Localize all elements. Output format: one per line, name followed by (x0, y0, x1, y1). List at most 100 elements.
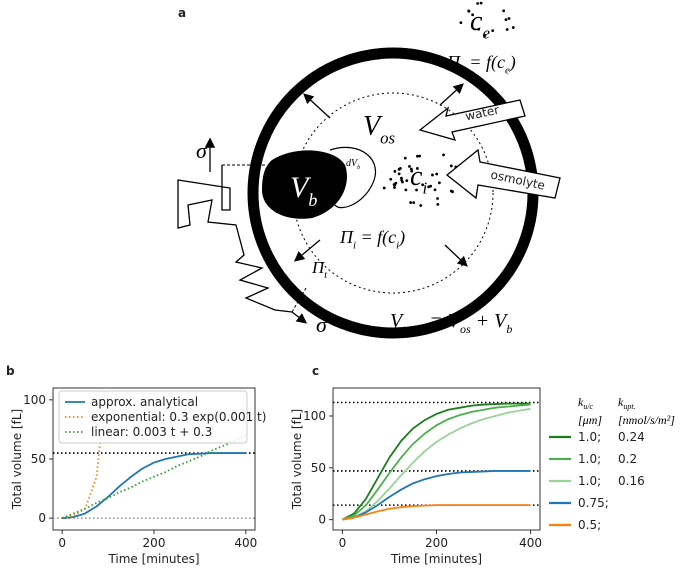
particle (403, 156, 407, 160)
arrow-label: water (464, 103, 500, 124)
label-part: Π (311, 258, 326, 277)
label-part: c (410, 161, 423, 192)
particle (419, 204, 423, 207)
series-line (342, 407, 531, 521)
particle (418, 154, 422, 158)
label-part: b (506, 322, 512, 336)
legend-label: 0.2 (618, 452, 637, 466)
x-tick-label: 0 (58, 536, 66, 550)
particle (382, 186, 386, 190)
series-line (62, 452, 246, 520)
math-label: σ⃗ (316, 312, 344, 337)
legend-label: 0.16 (618, 474, 645, 488)
particle (393, 169, 397, 173)
plot-frame (332, 387, 541, 531)
particle (409, 201, 413, 204)
particle (471, 13, 475, 17)
particle (415, 167, 419, 170)
plot-area (333, 401, 540, 521)
y-tick-label: 50 (311, 461, 326, 475)
particle (491, 29, 495, 32)
x-axis-label: Time [minutes] (390, 552, 482, 566)
particle (477, 27, 481, 31)
particle (467, 9, 471, 13)
particle (389, 177, 393, 181)
particle (400, 178, 404, 182)
legend-unit: [μm] (578, 413, 602, 427)
label-part: V (390, 310, 405, 332)
particle (409, 167, 413, 171)
legend-label: 0.24 (618, 430, 645, 444)
arrow (444, 244, 468, 267)
math-label: dVb (346, 158, 360, 171)
label-part: = V (424, 310, 462, 332)
particle (436, 197, 439, 200)
y-tick-label: 0 (318, 513, 326, 527)
legend-label: 1.0; (578, 430, 601, 444)
particle (415, 188, 418, 192)
legend-label: 1.0; (578, 452, 601, 466)
header-symbol: k (578, 395, 584, 409)
particle (412, 201, 416, 204)
legend-label: 0.5; (578, 518, 601, 532)
label-part: Π (446, 52, 461, 72)
series-line (342, 403, 531, 521)
math-label: Vos (363, 111, 396, 147)
x-tick-label: 200 (143, 536, 166, 550)
y-axis-label: Total volume [fL] (290, 409, 304, 510)
label-part: = f(c (465, 52, 505, 73)
particle (505, 28, 509, 31)
particle (442, 153, 445, 157)
particle (405, 179, 409, 183)
legend-label: approx. analytical (91, 395, 198, 409)
label-part: = f(c (356, 227, 396, 248)
math-label: Πt (311, 258, 328, 281)
particle (459, 21, 463, 25)
y-tick-label: 50 (31, 452, 46, 466)
particle (504, 18, 508, 22)
particle (408, 165, 411, 168)
math-label: Πe = f(ce) (446, 52, 516, 76)
label-part: dV (346, 158, 359, 169)
particle (454, 165, 458, 169)
particle (393, 186, 396, 189)
arrow (291, 311, 308, 324)
particle (404, 188, 408, 192)
label-part: + V (471, 310, 509, 332)
arrow (439, 83, 464, 106)
reference-circle (292, 92, 494, 294)
particle (410, 169, 414, 173)
label-part: i (396, 239, 399, 251)
math-label: σ⃗ (196, 138, 224, 163)
biomass-blob (262, 150, 347, 219)
particle (438, 181, 441, 185)
label-part: Π (339, 227, 354, 247)
series-line (61, 434, 247, 520)
y-axis-label: Total volume [fL] (10, 409, 24, 510)
particle (483, 34, 487, 37)
particle (421, 183, 425, 187)
legend-box (58, 390, 248, 444)
y-tick-label: 100 (23, 393, 46, 407)
water-arrow (418, 99, 526, 141)
particle (435, 172, 439, 176)
particle (451, 190, 454, 194)
dvb-outline (329, 146, 377, 209)
particles (382, 1, 515, 207)
particle (416, 154, 419, 158)
label-part: σ⃗ (316, 312, 344, 337)
legend-label: linear: 0.003 t + 0.3 (91, 425, 212, 439)
particle (479, 1, 483, 5)
osmolyte-arrow (445, 148, 561, 200)
particle (476, 2, 480, 5)
header-symbol: k (618, 395, 624, 409)
label-part: os (460, 322, 471, 336)
series-line (342, 470, 531, 521)
label-part: c (470, 6, 483, 37)
legend-label: 0.75; (578, 496, 609, 510)
panel-label: b (6, 364, 15, 378)
series-line (342, 504, 531, 521)
particle (400, 176, 403, 180)
math-label: ce (470, 6, 490, 42)
